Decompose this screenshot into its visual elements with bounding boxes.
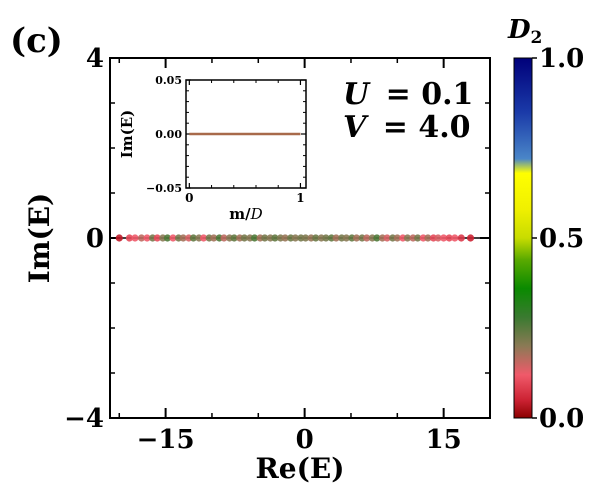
data-point — [424, 234, 432, 242]
data-point — [403, 234, 412, 242]
main-ytick-labels: −4 0 4 — [64, 44, 104, 434]
data-point — [189, 234, 198, 242]
data-point — [457, 234, 465, 242]
inset-ytick-label: 0.05 — [155, 74, 182, 87]
data-point — [342, 234, 350, 242]
data-point — [125, 234, 134, 242]
data-point — [322, 234, 330, 242]
colorbar-label-sub: 2 — [531, 28, 543, 48]
colorbar-label: D2 — [507, 15, 542, 48]
data-point — [220, 234, 228, 242]
data-point — [352, 234, 361, 242]
colorbar: D2 0.0 0.5 1.0 — [507, 15, 584, 434]
data-point — [131, 234, 139, 242]
svg-text:U = 0.1: U = 0.1 — [343, 77, 473, 112]
data-point — [240, 234, 248, 242]
data-point — [440, 234, 448, 242]
inset-ytick-label: 0.00 — [155, 128, 182, 141]
main-xtick-label: 0 — [296, 425, 314, 455]
main-xtick-label: 15 — [426, 425, 462, 455]
main-xtick-labels: −15 0 15 — [137, 425, 462, 455]
inset-ytick-labels: −0.05 0.00 0.05 — [146, 74, 182, 195]
inset-ticks — [186, 79, 306, 189]
data-point — [163, 234, 172, 242]
u-value: = 0.1 — [386, 77, 474, 112]
data-point — [451, 234, 459, 242]
data-point — [271, 234, 279, 242]
parameter-annotation: U = 0.1 V = 4.0 — [343, 77, 473, 145]
inset-y-label: Im(E) — [118, 110, 136, 159]
data-point — [261, 234, 269, 242]
data-point — [414, 234, 422, 242]
y-axis-label: Im(E) — [23, 193, 56, 284]
data-point — [115, 234, 123, 242]
data-point — [301, 234, 310, 242]
data-point — [210, 234, 218, 242]
data-point — [179, 234, 187, 242]
colorbar-label-main: D — [507, 15, 531, 45]
main-xtick-label: −15 — [137, 425, 195, 455]
x-axis-label: Re(E) — [256, 452, 345, 485]
colorbar-tick-label: 0.5 — [539, 224, 584, 254]
data-point — [250, 234, 259, 242]
data-point — [200, 234, 208, 242]
v-value: = 4.0 — [383, 110, 471, 145]
inset-xtick-label: 1 — [296, 191, 304, 205]
main-ytick-label: −4 — [64, 404, 104, 434]
data-point — [312, 234, 320, 242]
inset-x-label-text: m/ — [229, 205, 251, 223]
colorbar-tick-label: 0.0 — [539, 404, 584, 434]
colorbar-tick-label: 1.0 — [539, 44, 584, 74]
data-point — [230, 234, 238, 242]
data-point — [332, 234, 340, 242]
data-point — [445, 234, 453, 242]
u-symbol: U — [343, 77, 371, 112]
main-axes: −15 0 15 −4 0 4 — [64, 44, 491, 455]
data-point — [383, 234, 391, 242]
data-point — [373, 234, 381, 242]
data-point — [153, 234, 161, 242]
data-point — [143, 234, 151, 242]
data-point — [281, 234, 289, 242]
data-point — [291, 234, 299, 242]
main-ytick-label: 4 — [86, 44, 104, 74]
main-ytick-label: 0 — [86, 224, 104, 254]
data-point — [137, 234, 146, 242]
inset-xtick-label: 0 — [185, 191, 193, 205]
svg-text:V = 4.0: V = 4.0 — [343, 110, 471, 145]
data-point — [466, 234, 475, 242]
data-point — [393, 234, 401, 242]
data-point — [434, 234, 442, 242]
colorbar-bar — [513, 57, 533, 419]
main-data-points — [115, 234, 475, 242]
inset-ytick-label: −0.05 — [146, 182, 182, 195]
data-point — [169, 234, 177, 242]
inset-x-label-script: D — [250, 205, 263, 223]
inset-x-label: m/D — [229, 205, 262, 223]
colorbar-ticks: 0.0 0.5 1.0 — [532, 44, 584, 434]
panel-label: (c) — [10, 21, 63, 61]
data-point — [363, 234, 371, 242]
v-symbol: V — [343, 110, 369, 145]
